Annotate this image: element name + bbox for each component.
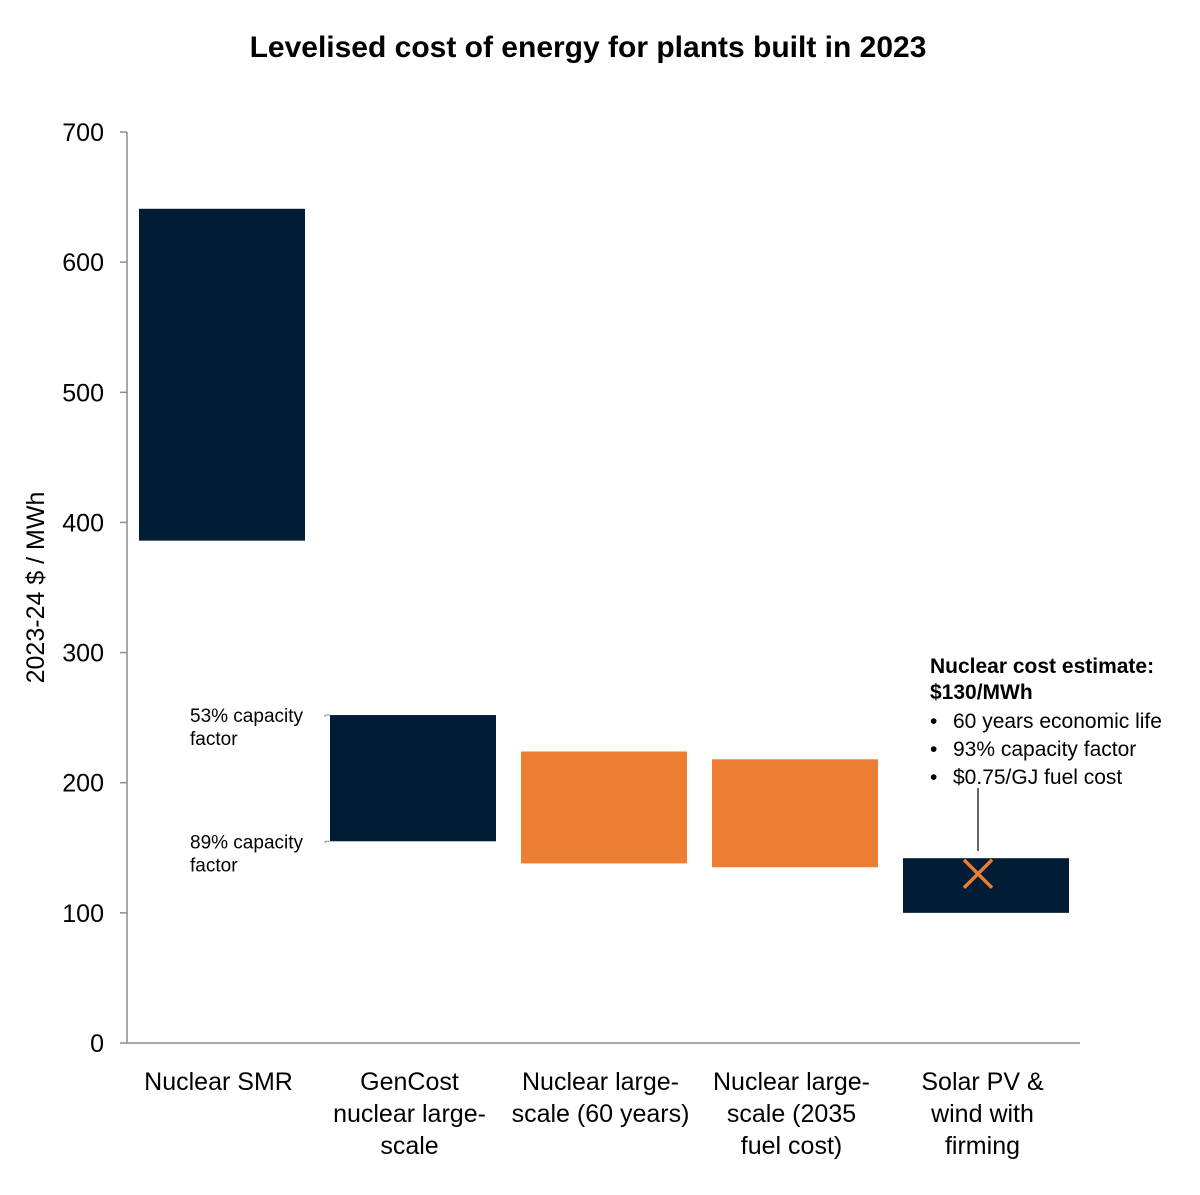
y-tick-label: 100 (62, 900, 104, 928)
annotation-bullet-text: 93% capacity factor (953, 738, 1136, 761)
y-tick-label: 0 (90, 1030, 104, 1058)
y-tick-label: 700 (62, 119, 104, 147)
category-label: Nuclear large-scale (60 years) (512, 1068, 690, 1128)
range-bar (330, 715, 496, 842)
chart-title: Levelised cost of energy for plants buil… (250, 31, 927, 64)
annotation-bullet-dot: • (930, 738, 937, 761)
category-label: GenCost nuclear large-scale (333, 1068, 486, 1160)
y-tick-label: 200 (62, 770, 104, 798)
y-tick-label: 600 (62, 249, 104, 277)
annotation-bullet-text: $0.75/GJ fuel cost (953, 766, 1122, 789)
annotation-bullet-text: 60 years economic life (953, 710, 1162, 733)
category-label: Nuclear large-scale (2035 fuel cost) (713, 1068, 870, 1160)
annotation-value: $130/MWh (930, 681, 1033, 704)
category-label: Nuclear SMR (144, 1068, 293, 1096)
category-label: Solar PV & wind with firming (921, 1068, 1044, 1160)
y-tick-label: 400 (62, 509, 104, 537)
y-axis-label: 2023-24 $ / MWh (22, 492, 50, 684)
range-bar (521, 751, 687, 864)
bar-note: 53% capacity factor (190, 706, 304, 750)
bar-note: 89% capacity factor (190, 832, 304, 876)
annotation-title: Nuclear cost estimate: (930, 655, 1154, 678)
y-tick-label: 300 (62, 640, 104, 668)
annotation-bullet-dot: • (930, 766, 937, 789)
annotation-bullet-dot: • (930, 710, 937, 733)
estimate-marker-stroke-b (962, 858, 994, 890)
y-tick-label: 500 (62, 379, 104, 407)
range-bar (712, 759, 878, 868)
range-bar (139, 208, 305, 541)
